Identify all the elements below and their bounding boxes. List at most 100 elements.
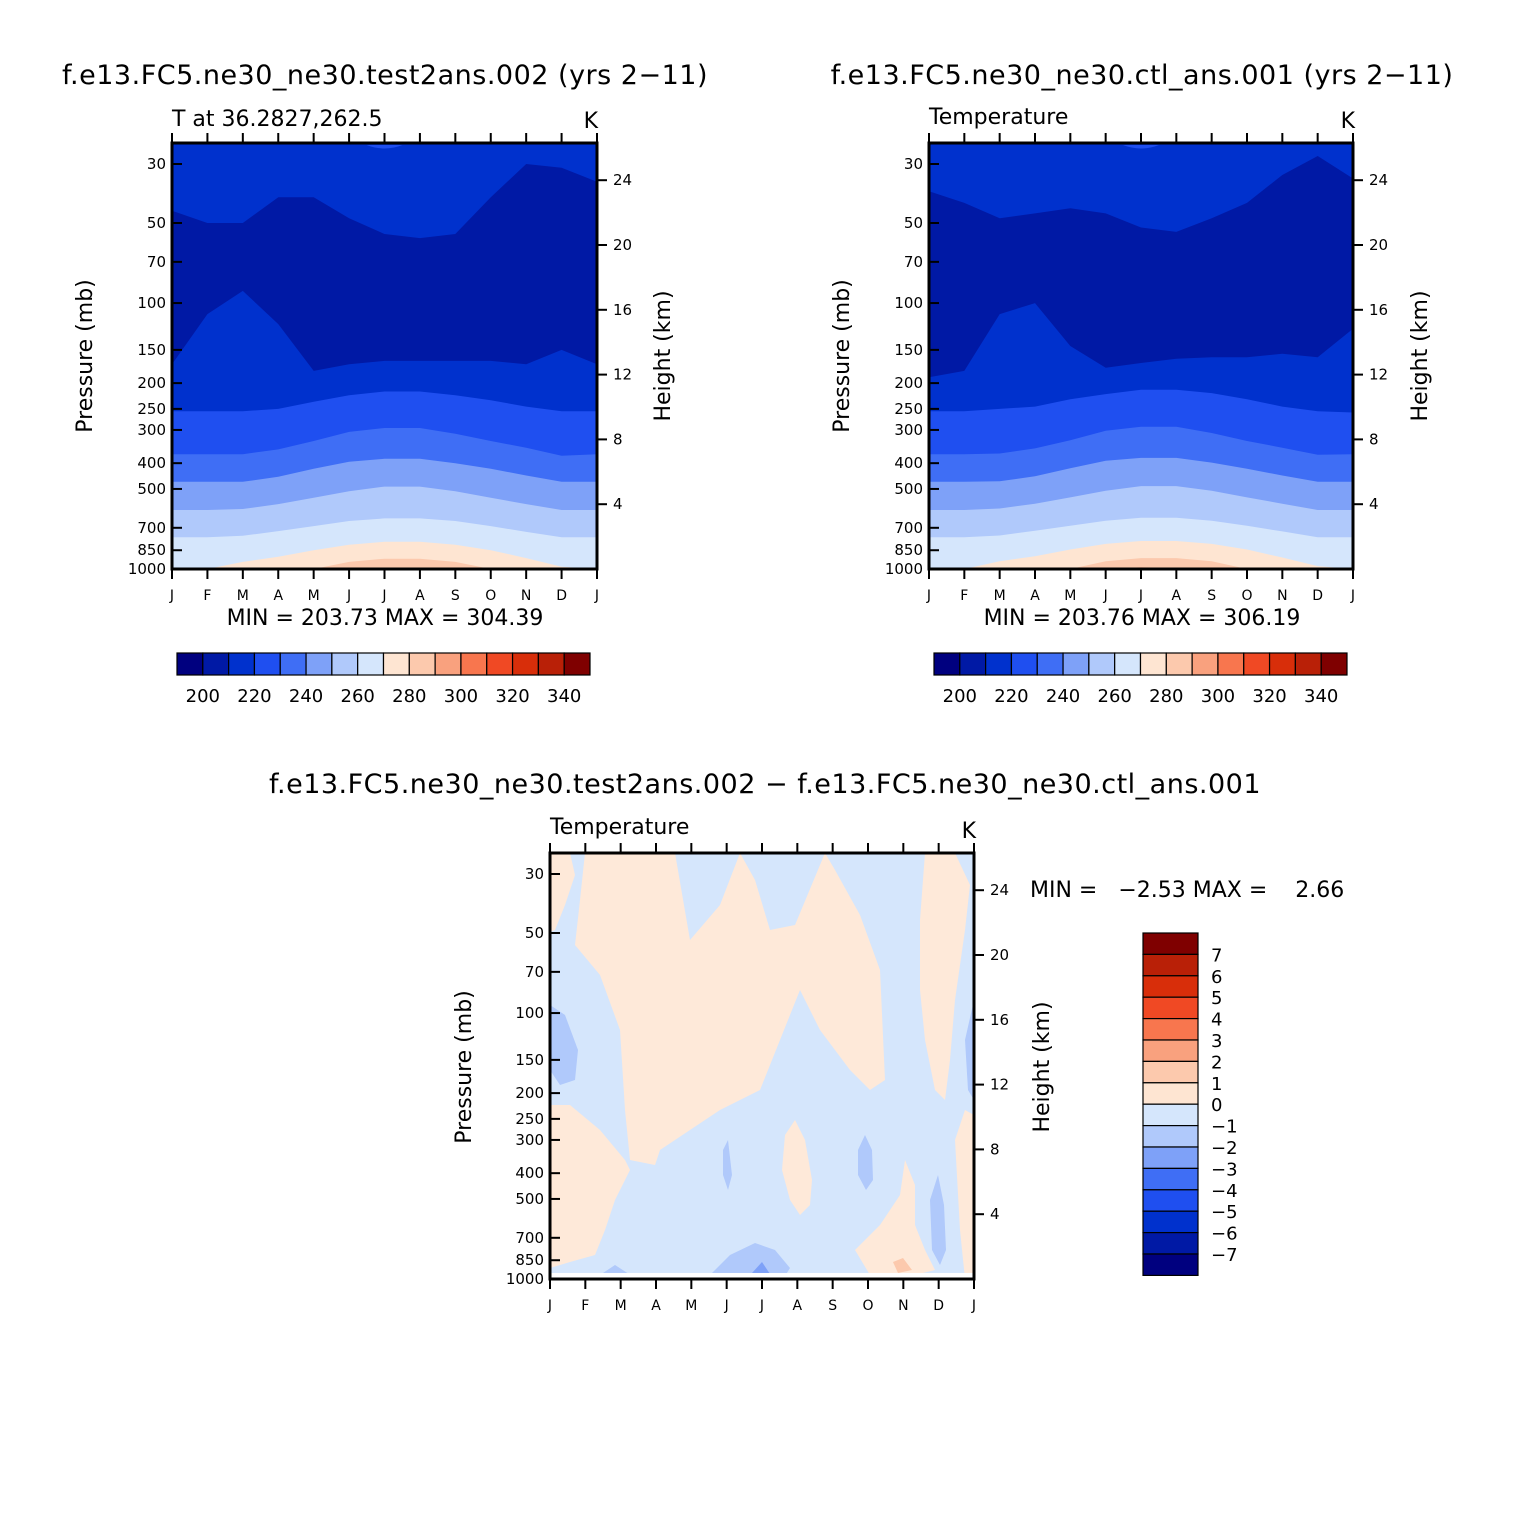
pressure-tick-label: 150 (137, 341, 166, 359)
month-label: M (994, 588, 1006, 604)
colorbar-label: −7 (1211, 1245, 1238, 1266)
colorbar-box (1142, 1189, 1199, 1212)
panel-3-y2-label: Height (km) (1030, 1001, 1055, 1132)
height-tick-label: 4 (1369, 495, 1379, 513)
colorbar-label: 280 (1149, 686, 1183, 707)
colorbar-box (1142, 1103, 1199, 1127)
pressure-tick-label: 1000 (506, 1270, 544, 1288)
pressure-tick-label: 50 (525, 924, 544, 942)
pressure-tick-label: 50 (904, 214, 923, 232)
pressure-tick-label: 100 (515, 1004, 544, 1022)
month-label: N (1277, 588, 1287, 604)
colorbar-box (1036, 652, 1064, 676)
month-label: A (1172, 588, 1182, 604)
colorbar-label: 200 (186, 686, 220, 707)
month-label: O (862, 1298, 873, 1314)
height-tick-label: 20 (1369, 236, 1388, 254)
colorbar-label: −5 (1211, 1202, 1238, 1223)
month-label: J (971, 1298, 976, 1314)
month-label: J (759, 1298, 764, 1314)
month-label: D (933, 1298, 944, 1314)
contour-band (172, 558, 597, 569)
difference-region (710, 1243, 790, 1276)
colorbar-box (253, 652, 281, 676)
colorbar-box (1142, 953, 1199, 977)
colorbar-box (1142, 1146, 1199, 1169)
month-label: S (1207, 588, 1216, 604)
colorbar-box (959, 652, 987, 676)
colorbar-box (1217, 652, 1245, 676)
panel-1-y2-label: Height (km) (651, 290, 676, 421)
pressure-tick-label: 1000 (885, 560, 923, 578)
pressure-tick-label: 300 (894, 421, 923, 439)
colorbar-label: 240 (289, 686, 323, 707)
colorbar-label: 0 (1211, 1095, 1222, 1116)
colorbar-label: 220 (994, 686, 1028, 707)
panel-3-min-max: MIN = −2.53 MAX = 2.66 (1030, 878, 1344, 903)
colorbar-box (563, 652, 591, 676)
colorbar-label: 220 (237, 686, 271, 707)
difference-region (782, 1120, 812, 1215)
colorbar-box (537, 652, 565, 676)
month-label: J (547, 1298, 552, 1314)
colorbar-box (1142, 1210, 1199, 1234)
month-label: A (1030, 588, 1040, 604)
contour-band (172, 541, 597, 569)
panel-2-colorbar: 200 220 240 260 280 300 320 340 (933, 652, 1348, 707)
month-label: A (651, 1298, 661, 1314)
colorbar-box (305, 652, 333, 676)
panel-1-title: f.e13.FC5.ne30_ne30.test2ans.002 (yrs 2−… (62, 60, 708, 91)
colorbar-label: −2 (1211, 1138, 1238, 1159)
difference-region (550, 853, 575, 932)
pressure-tick-label: 70 (525, 963, 544, 981)
colorbar-box (1010, 652, 1038, 676)
colorbar-label: 300 (444, 686, 478, 707)
month-label: A (415, 588, 425, 604)
difference-region (550, 1105, 630, 1268)
height-tick-label: 12 (990, 1076, 1009, 1094)
colorbar-label: 1 (1211, 1074, 1222, 1095)
panel-1-colorbar: 200 220 240 260 280 300 320 340 (176, 652, 591, 707)
month-label: S (451, 588, 460, 604)
height-tick-label: 8 (990, 1140, 1000, 1158)
panel-2-units: K (1341, 109, 1356, 134)
pressure-tick-label: 150 (515, 1051, 544, 1069)
pressure-tick-label: 300 (515, 1131, 544, 1149)
colorbar-box (1142, 1060, 1199, 1084)
panel-1-left-subtitle: T at 36.2827,262.5 (171, 107, 382, 132)
height-tick-label: 24 (1369, 171, 1388, 189)
pressure-tick-label: 30 (147, 155, 166, 173)
contour-band (1123, 145, 1159, 149)
colorbar-box (933, 652, 961, 676)
pressure-tick-label: 70 (147, 253, 166, 271)
panel-2-y2-label: Height (km) (1408, 290, 1433, 421)
month-label: N (898, 1298, 908, 1314)
month-label: F (960, 588, 968, 604)
colorbar-label: 340 (1304, 686, 1338, 707)
difference-region (893, 1258, 912, 1273)
height-tick-label: 16 (613, 301, 632, 319)
pressure-tick-label: 30 (904, 155, 923, 173)
colorbar-label: 260 (1098, 686, 1132, 707)
month-label: J (1138, 588, 1143, 604)
pressure-tick-label: 30 (525, 865, 544, 883)
month-label: J (346, 588, 351, 604)
colorbar-box (228, 652, 256, 676)
colorbar-box (486, 652, 514, 676)
panel-2-contour-fills (929, 143, 1353, 569)
panel-3-units: K (962, 819, 977, 844)
month-label: M (237, 588, 249, 604)
colorbar-box (1165, 652, 1193, 676)
colorbar-label: 280 (392, 686, 426, 707)
pressure-tick-label: 300 (137, 421, 166, 439)
colorbar-label: 260 (341, 686, 375, 707)
month-label: N (521, 588, 531, 604)
colorbar-label: 5 (1211, 988, 1222, 1009)
month-label: M (308, 588, 320, 604)
pressure-tick-label: 100 (894, 294, 923, 312)
pressure-tick-label: 250 (137, 400, 166, 418)
height-tick-label: 4 (613, 495, 623, 513)
panel-difference: f.e13.FC5.ne30_ne30.test2ans.002 − f.e13… (269, 769, 1344, 1314)
colorbar-label: 320 (1252, 686, 1286, 707)
